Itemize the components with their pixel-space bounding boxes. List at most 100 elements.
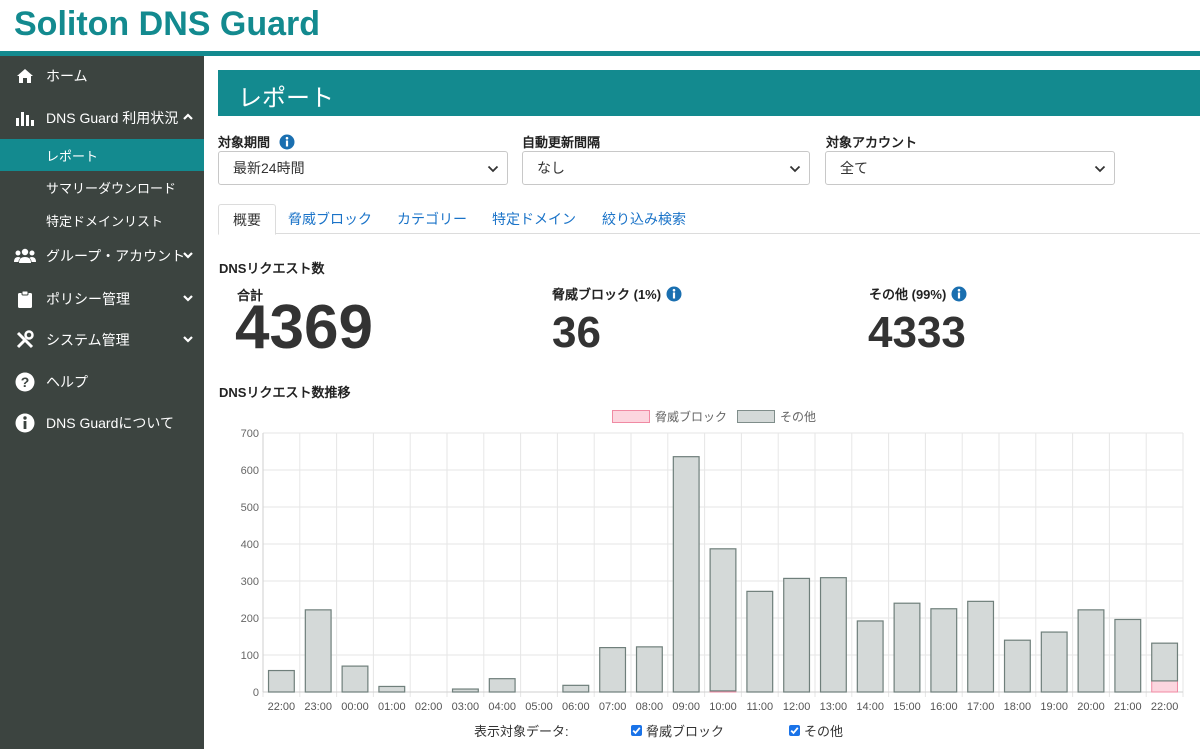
bar-other [378, 685, 406, 693]
dns-request-count-title: DNSリクエスト数 [219, 261, 325, 276]
x-tick-label: 18:00 [1004, 701, 1032, 713]
tab-specific-domain[interactable]: 特定ドメイン [492, 211, 576, 227]
bar-threat-block [1151, 680, 1178, 693]
total-label: 合計 [237, 285, 263, 304]
y-tick-label: 100 [241, 650, 259, 662]
y-tick-label: 700 [241, 428, 259, 440]
sidebar-item-help[interactable]: ? ヘルプ [0, 364, 204, 400]
x-tick-label: 14:00 [856, 701, 884, 713]
bar-other [783, 577, 811, 693]
tools-icon [13, 330, 37, 350]
other-checkbox[interactable]: その他 [789, 721, 843, 740]
x-tick-label: 01:00 [378, 701, 406, 713]
info-icon [13, 413, 37, 433]
x-tick-label: 08:00 [636, 701, 664, 713]
legend-swatch-other [737, 410, 776, 423]
bar-other [562, 684, 590, 693]
display-data-filter: 表示対象データ: [474, 721, 569, 740]
x-tick-label: 06:00 [562, 701, 590, 713]
chevron-down-icon [183, 336, 193, 343]
x-tick-label: 15:00 [893, 701, 921, 713]
bar-other [599, 647, 627, 693]
bar-other [304, 609, 332, 693]
other-value: 4333 [868, 308, 966, 357]
sidebar-subitem-label: サマリーダウンロード [46, 180, 177, 196]
chevron-down-icon [1094, 165, 1106, 173]
x-tick-label: 21:00 [1114, 701, 1142, 713]
sidebar-item-policy[interactable]: ポリシー管理 [0, 281, 204, 317]
tab-threat-block[interactable]: 脅威ブロック [288, 211, 372, 227]
dns-request-trend-title: DNSリクエスト数推移 [219, 385, 351, 400]
x-tick-label: 22:00 [268, 701, 296, 713]
sidebar-item-label: ホーム [46, 68, 88, 84]
legend-label-threat: 脅威ブロック [655, 410, 728, 424]
checkbox-checked-icon[interactable] [631, 725, 642, 736]
sidebar-item-label: システム管理 [46, 332, 130, 348]
bar-other [1077, 609, 1105, 693]
bar-other [635, 646, 663, 693]
total-value: 4369 [235, 293, 373, 362]
threat-block-checkbox-label: 脅威ブロック [646, 724, 725, 739]
bar-other [1003, 639, 1031, 693]
x-tick-label: 02:00 [415, 701, 443, 713]
x-tick-label: 22:00 [1151, 701, 1179, 713]
threat-block-checkbox[interactable]: 脅威ブロック [631, 721, 724, 740]
x-tick-label: 07:00 [599, 701, 627, 713]
bar-other [451, 688, 479, 693]
bar-other [672, 456, 700, 693]
total-label-text: 合計 [237, 288, 264, 303]
page-title: レポート [238, 85, 334, 112]
period-label: 対象期間 [218, 132, 295, 151]
app-title: Soliton DNS Guard [14, 5, 320, 43]
info-icon[interactable] [666, 286, 682, 302]
bar-other [1114, 618, 1142, 693]
y-tick-label: 600 [241, 465, 259, 477]
x-tick-label: 19:00 [1040, 701, 1068, 713]
sidebar-item-usage[interactable]: DNS Guard 利用状況 [0, 100, 204, 136]
info-icon[interactable] [279, 134, 295, 150]
tab-overview[interactable]: 概要 [218, 204, 276, 235]
y-tick-label: 200 [241, 613, 259, 625]
sidebar-item-groups[interactable]: グループ・アカウント [0, 238, 204, 274]
page-banner: レポート [218, 70, 1200, 116]
tab-filter-search[interactable]: 絞り込み検索 [602, 211, 686, 227]
home-icon [13, 66, 37, 86]
help-icon: ? [13, 372, 37, 392]
tab-category[interactable]: カテゴリー [397, 211, 467, 227]
account-select[interactable]: 全て [825, 151, 1115, 185]
sidebar-item-system[interactable]: システム管理 [0, 322, 204, 358]
sidebar-item-label: ヘルプ [46, 374, 88, 390]
app-header: Soliton DNS Guard [0, 0, 1200, 56]
sidebar-item-label: DNS Guardについて [46, 415, 174, 431]
sidebar-subitem-summary-download[interactable]: サマリーダウンロード [0, 171, 204, 203]
bar-chart-icon [13, 108, 37, 128]
checkbox-checked-icon[interactable] [789, 725, 800, 736]
y-tick-label: 300 [241, 576, 259, 588]
sidebar-subitem-report[interactable]: レポート [0, 139, 204, 171]
y-tick-label: 400 [241, 539, 259, 551]
bar-other [267, 669, 295, 693]
info-icon[interactable] [951, 286, 967, 302]
legend-swatch-threat [612, 410, 650, 423]
x-tick-label: 17:00 [967, 701, 995, 713]
x-tick-label: 16:00 [930, 701, 958, 713]
sidebar-item-about[interactable]: DNS Guardについて [0, 405, 204, 441]
x-tick-label: 03:00 [452, 701, 480, 713]
chevron-up-icon [183, 113, 193, 120]
threat-block-label-text: 脅威ブロック (1%) [552, 287, 662, 302]
y-tick-label: 0 [253, 687, 259, 699]
sidebar-subitem-domain-list[interactable]: 特定ドメインリスト [0, 204, 204, 236]
bar-other [709, 548, 737, 692]
report-tabs: 概要 脅威ブロック カテゴリー 特定ドメイン 絞り込み検索 [218, 204, 1200, 235]
sidebar-item-home[interactable]: ホーム [0, 58, 204, 94]
period-select[interactable]: 最新24時間 [218, 151, 508, 185]
bar-other [819, 577, 847, 693]
display-data-label: 表示対象データ: [474, 724, 569, 739]
x-tick-label: 11:00 [746, 701, 773, 713]
sidebar-item-label: ポリシー管理 [46, 291, 130, 307]
refresh-select[interactable]: なし [522, 151, 810, 185]
bar-other [1151, 642, 1179, 682]
period-select-value: 最新24時間 [233, 160, 305, 176]
x-tick-label: 05:00 [525, 701, 553, 713]
x-tick-label: 10:00 [709, 701, 737, 713]
